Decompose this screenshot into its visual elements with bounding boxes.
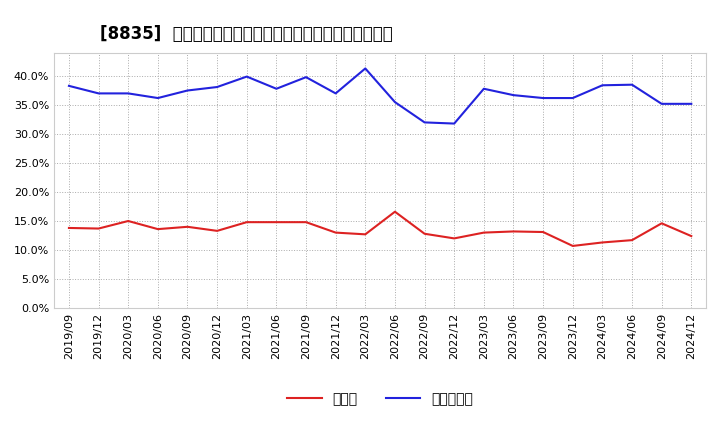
Line: 現頃金: 現頃金 <box>69 212 691 246</box>
現頃金 <box>628 238 636 243</box>
有利子負債 <box>450 121 459 126</box>
有利子負債 <box>331 91 340 96</box>
有利子負債 <box>628 82 636 87</box>
有利子負債 <box>687 101 696 106</box>
現頃金 <box>687 234 696 239</box>
有利子負債 <box>509 92 518 98</box>
有利子負債 <box>94 91 103 96</box>
現頃金 <box>302 220 310 225</box>
現頃金 <box>272 220 281 225</box>
現頃金 <box>94 226 103 231</box>
現頃金 <box>331 230 340 235</box>
現頃金 <box>153 227 162 232</box>
有利子負債 <box>480 86 488 92</box>
現頃金 <box>65 225 73 231</box>
有利子負債 <box>243 74 251 79</box>
現頃金 <box>243 220 251 225</box>
有利子負債 <box>657 101 666 106</box>
有利子負債 <box>213 84 222 90</box>
現頃金 <box>183 224 192 229</box>
有利子負債 <box>272 86 281 92</box>
Line: 有利子負債: 有利子負債 <box>69 69 691 124</box>
現頃金 <box>213 228 222 234</box>
有利子負債 <box>124 91 132 96</box>
有利子負債 <box>598 83 607 88</box>
有利子負債 <box>183 88 192 93</box>
有利子負債 <box>568 95 577 101</box>
現頃金 <box>450 236 459 241</box>
有利子負債 <box>65 83 73 88</box>
現頃金 <box>124 218 132 224</box>
現頃金 <box>420 231 429 236</box>
Text: [8835]  現頃金、有利子負債の総資産に対する比率の推移: [8835] 現頃金、有利子負債の総資産に対する比率の推移 <box>100 25 392 43</box>
有利子負債 <box>391 99 400 105</box>
現頃金 <box>391 209 400 214</box>
有利子負債 <box>302 74 310 80</box>
現頃金 <box>539 229 547 235</box>
現頃金 <box>361 232 369 237</box>
Legend: 現頃金, 有利子負債: 現頃金, 有利子負債 <box>282 386 479 411</box>
有利子負債 <box>539 95 547 101</box>
有利子負債 <box>153 95 162 101</box>
現頃金 <box>480 230 488 235</box>
現頃金 <box>568 243 577 249</box>
現頃金 <box>657 221 666 226</box>
有利子負債 <box>420 120 429 125</box>
現頃金 <box>509 229 518 234</box>
現頃金 <box>598 240 607 245</box>
有利子負債 <box>361 66 369 71</box>
